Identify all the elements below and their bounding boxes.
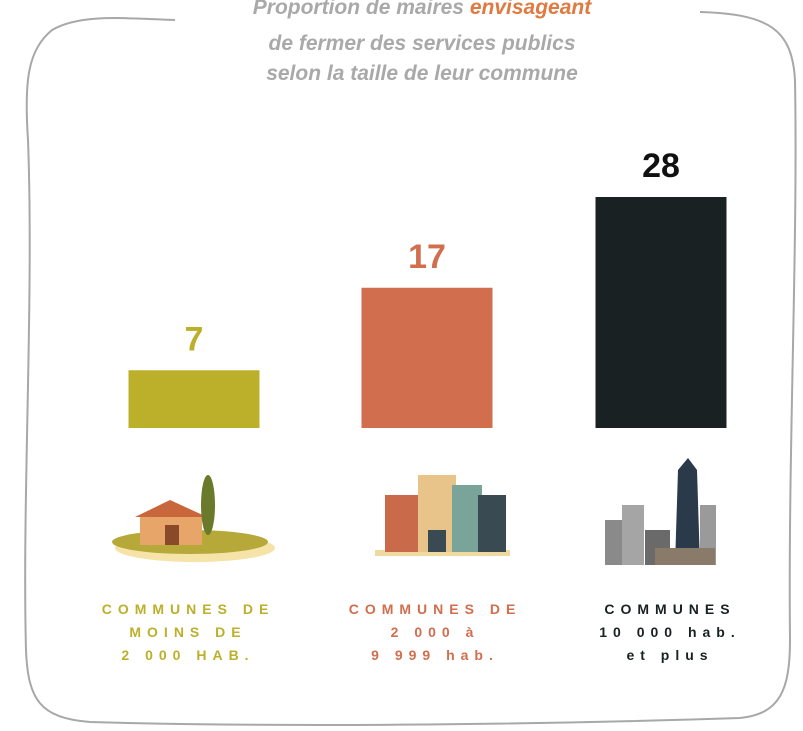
bar — [128, 370, 260, 428]
bar — [361, 287, 493, 428]
category-label: COMMUNES 10 000 hab. et plus — [599, 601, 741, 663]
title-highlight: envisageant — [470, 0, 592, 19]
title-part: Proportion de maires — [253, 0, 464, 19]
category-label: COMMUNES DE MOINS DE 2 000 HAB. — [102, 601, 275, 663]
icon-city — [605, 458, 716, 565]
icon-town — [375, 475, 510, 556]
chart-subtitle: selon la taille de leur commune — [266, 62, 578, 85]
value-label: 28 — [642, 147, 680, 185]
frame — [24, 11, 797, 726]
value-label: 7 — [185, 320, 204, 358]
bar — [595, 197, 727, 428]
value-label: 17 — [408, 238, 446, 276]
title-highlight: de fermer des services publics — [269, 32, 576, 55]
icon-village — [112, 475, 275, 562]
chart-title: Proportion de maires envisageant — [253, 0, 592, 19]
